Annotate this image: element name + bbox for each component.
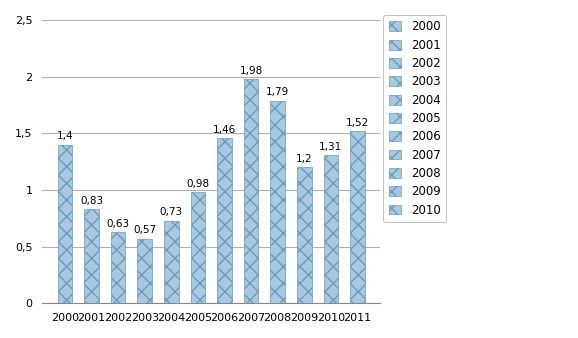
Text: 0,63: 0,63 [106, 219, 129, 228]
Text: 1,31: 1,31 [319, 142, 343, 151]
Text: 1,98: 1,98 [239, 66, 263, 76]
Bar [350, 131, 365, 303]
Bar [111, 232, 125, 303]
Bar [324, 155, 338, 303]
Bar [84, 209, 99, 303]
Bar [138, 239, 152, 303]
Bar [164, 221, 179, 303]
Text: 0,83: 0,83 [80, 196, 103, 206]
Text: 1,4: 1,4 [57, 131, 73, 141]
Text: 0,57: 0,57 [133, 225, 156, 235]
Text: 0,98: 0,98 [186, 179, 209, 189]
Bar [217, 138, 232, 303]
Bar [271, 101, 285, 303]
Bar [191, 192, 205, 303]
Bar [244, 79, 258, 303]
Text: 1,52: 1,52 [346, 118, 369, 128]
Legend: 2000, 2001, 2002, 2003, 2004, 2005, 2006, 2007, 2008, 2009, 2010: 2000, 2001, 2002, 2003, 2004, 2005, 2006… [383, 15, 446, 222]
Text: 1,79: 1,79 [266, 87, 290, 97]
Text: 1,46: 1,46 [213, 125, 236, 135]
Bar [297, 167, 312, 303]
Bar [58, 145, 72, 303]
Text: 0,73: 0,73 [160, 207, 183, 217]
Text: 1,2: 1,2 [296, 154, 313, 164]
